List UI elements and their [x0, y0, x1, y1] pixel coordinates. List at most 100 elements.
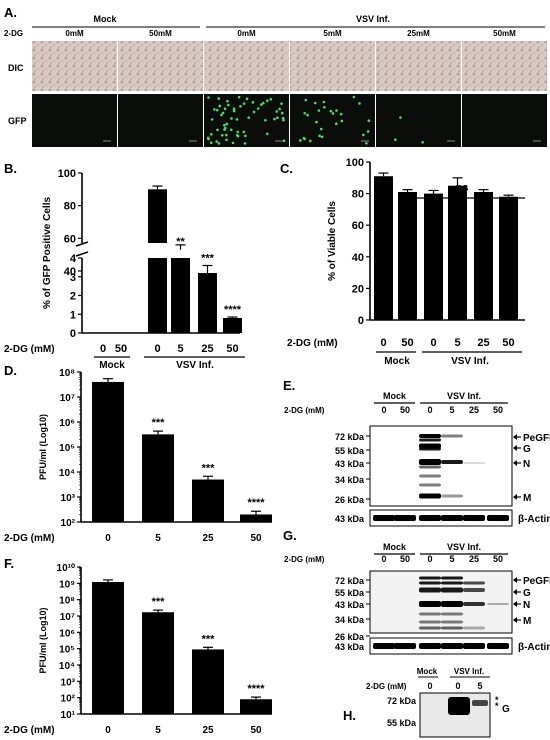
bar — [448, 185, 467, 320]
band — [441, 460, 463, 464]
x-tick-label: 0 — [154, 343, 160, 355]
gfp-cell — [242, 130, 246, 134]
lane-label: 0 — [455, 681, 460, 691]
band — [441, 601, 463, 607]
y-axis-label: PFU/ml (Log10) — [38, 607, 48, 673]
gfp-cell — [256, 107, 260, 110]
band — [441, 581, 463, 585]
gfp-cell — [317, 109, 321, 112]
gfp-cell — [266, 132, 269, 136]
protein-label: PeGFP — [523, 433, 550, 444]
x-tick-label: 50 — [226, 343, 238, 355]
gfp-cell — [282, 139, 286, 142]
panel-label-h: H. — [343, 708, 356, 723]
gfp-cell — [319, 127, 323, 131]
gfp-cell — [299, 139, 302, 142]
y-tick-label: 10⁶ — [59, 628, 75, 639]
gfp-cell — [231, 141, 235, 145]
bar — [171, 258, 190, 333]
dic-image — [204, 41, 289, 91]
bar — [499, 196, 518, 320]
bar — [198, 273, 217, 333]
band — [419, 493, 441, 499]
y-tick-label: 10⁸ — [59, 596, 75, 607]
gfp-image — [204, 94, 289, 147]
x-tick-label: 25 — [202, 725, 214, 736]
gfp-image — [290, 94, 375, 147]
panel-a-row-dic: DIC — [8, 63, 24, 73]
gfp-cell — [366, 130, 370, 133]
y-tick-label: 10⁴ — [59, 661, 75, 672]
significance-label: *** — [152, 596, 166, 608]
y-tick-label: 80 — [352, 189, 364, 201]
x-tick-label: 50 — [115, 343, 127, 355]
lane-label: 25 — [469, 405, 479, 415]
group-label-vsv: VSV Inf. — [447, 542, 481, 552]
gfp-cell — [239, 104, 242, 108]
bar — [192, 649, 224, 714]
bar — [142, 612, 174, 714]
protein-label: N — [523, 600, 530, 611]
panel-a-col-label: 50mM — [149, 29, 172, 38]
marker-label: 26 kDa — [335, 632, 365, 642]
gfp-cell — [340, 119, 344, 123]
actin-label: β-Actin — [518, 642, 550, 653]
gfp-cell — [225, 138, 228, 142]
gfp-cell — [223, 107, 227, 111]
y-tick-label: 2 — [70, 291, 76, 303]
x-tick-label: 5 — [454, 337, 460, 349]
gfp-cell — [207, 96, 210, 99]
y-tick-label: 10⁵ — [59, 443, 75, 454]
bar — [142, 434, 174, 522]
actin-band — [394, 643, 416, 649]
y-tick-label: 10¹⁰ — [57, 563, 75, 574]
lane-label: 25 — [469, 554, 479, 564]
x-dg-label: 2-DG (mM) — [4, 725, 55, 736]
protein-label: G — [502, 704, 510, 715]
gfp-cell — [215, 140, 219, 143]
gfp-cell — [243, 142, 247, 145]
gfp-cell — [306, 113, 309, 117]
gfp-cell — [260, 103, 263, 106]
significance-label: **** — [224, 304, 242, 316]
panel-label-c: C. — [280, 161, 293, 176]
x-tick-label: 50 — [401, 337, 413, 349]
chart-c: 0 20 40 60 80 100 % of Viable Cells ns 2-DG (mM)… — [287, 157, 525, 367]
gfp-cell — [329, 109, 333, 113]
blot-h: Mock VSV Inf. 2-DG (mM) 0 0 5 72 kDa 55 kDa ** G — [366, 667, 510, 738]
group-label-mock: Mock — [383, 391, 407, 401]
y-tick-label: 20 — [352, 283, 364, 295]
gfp-cell — [281, 116, 285, 120]
x-dg-label: 2-DG (mM) — [4, 533, 55, 544]
arrow-head — [513, 601, 517, 607]
gfp-cell — [367, 119, 371, 123]
band — [448, 697, 470, 715]
lane-label: 0 — [427, 405, 432, 415]
gfp-cell — [282, 118, 285, 122]
y-tick-label: 10⁹ — [59, 579, 75, 590]
gfp-cell — [229, 128, 233, 132]
group-label-vsv: VSV Inf. — [176, 360, 214, 371]
y-axis-label: PFU/ml (Log10) — [38, 414, 48, 480]
protein-label: M — [523, 493, 531, 504]
gfp-cell — [215, 108, 219, 112]
gfp-cell — [210, 118, 214, 121]
marker-label: 34 kDa — [335, 475, 365, 485]
panel-a-col-label: 0mM — [65, 29, 84, 38]
lane-label: 0 — [381, 405, 386, 415]
y-tick-label: 10⁷ — [60, 393, 75, 404]
band — [419, 576, 441, 580]
x-tick-label: 5 — [155, 725, 161, 736]
actin-band — [373, 643, 395, 649]
gfp-cell — [217, 97, 221, 100]
gfp-cell — [247, 116, 251, 119]
panel-a-mock-label: Mock — [93, 14, 117, 24]
blot-g: 2-DG (mM) 0 50 0 5 25 50 Mock VSV Inf. 72 kDa 55 k… — [284, 542, 550, 655]
band — [487, 603, 509, 605]
bar — [240, 699, 272, 714]
band — [419, 587, 441, 593]
significance-label: *** — [201, 253, 215, 265]
dic-image — [290, 41, 375, 91]
lane-label: 0 — [381, 554, 386, 564]
bar — [398, 192, 417, 320]
